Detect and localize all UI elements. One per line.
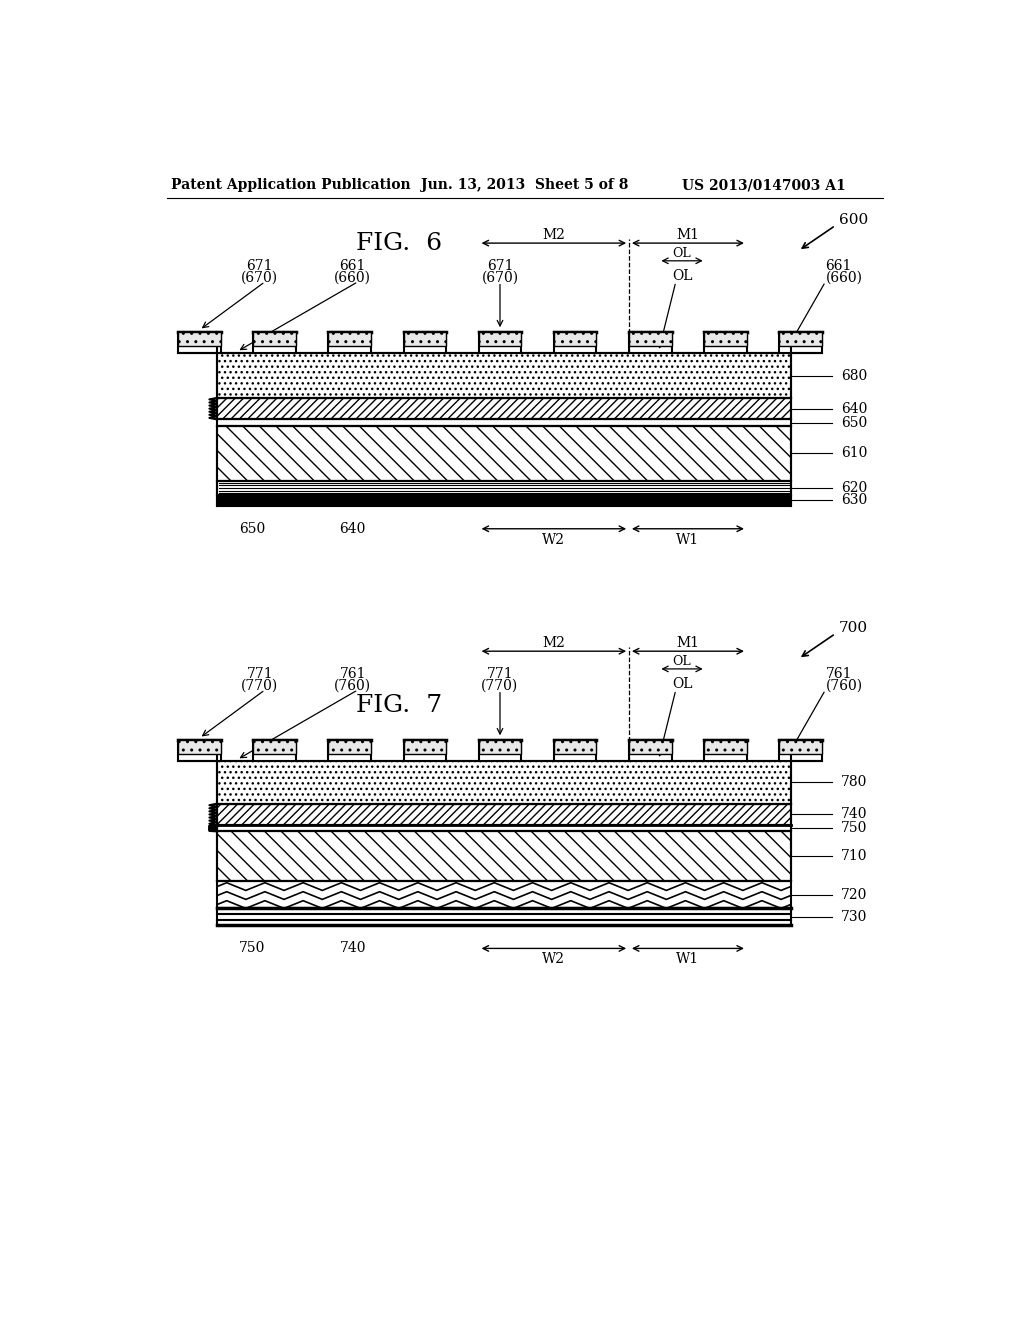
Text: 740: 740 [841,808,867,821]
Bar [329,331,371,346]
Bar [178,739,220,762]
Bar [217,425,791,480]
Bar [554,739,597,754]
Text: W1: W1 [677,532,699,546]
Bar [217,397,791,420]
Bar [178,331,220,346]
Text: 650: 650 [841,416,867,429]
Bar [403,739,446,762]
Text: OL: OL [673,247,691,260]
Text: OL: OL [672,677,692,692]
Text: 750: 750 [841,821,867,836]
Bar [329,331,371,354]
Text: 610: 610 [841,446,867,461]
Bar [217,832,791,882]
Bar [329,739,371,762]
Text: 720: 720 [841,888,867,902]
Bar [705,331,746,346]
Bar [478,331,521,354]
Bar [629,331,672,354]
Text: OL: OL [673,655,691,668]
Text: Jun. 13, 2013  Sheet 5 of 8: Jun. 13, 2013 Sheet 5 of 8 [421,178,629,193]
Text: 761: 761 [340,668,366,681]
Bar [629,331,672,346]
Bar [705,739,746,754]
Bar [478,739,521,762]
Text: Patent Application Publication: Patent Application Publication [171,178,411,193]
Bar [253,331,296,354]
Text: 700: 700 [839,622,867,635]
Text: M2: M2 [543,636,565,649]
Text: 671: 671 [486,259,513,273]
Bar [217,762,791,804]
Bar [178,739,220,754]
Text: 771: 771 [486,668,513,681]
Text: 771: 771 [247,668,273,681]
Text: (760): (760) [334,678,372,693]
Bar [779,739,822,762]
Text: 640: 640 [841,401,867,416]
Text: W2: W2 [543,532,565,546]
Bar [629,739,672,762]
Text: 710: 710 [841,849,867,863]
Bar [403,331,446,346]
Bar [554,331,597,354]
Text: (660): (660) [825,271,862,285]
Text: FIG.  7: FIG. 7 [356,693,442,717]
Bar [705,331,746,354]
Bar [779,331,822,346]
Text: (760): (760) [825,678,862,693]
Bar [253,331,296,346]
Text: 680: 680 [841,368,867,383]
Text: 740: 740 [340,941,366,956]
Text: W2: W2 [543,952,565,966]
Text: 661: 661 [340,259,366,273]
Text: W1: W1 [677,952,699,966]
Text: 620: 620 [841,480,867,495]
Bar [329,739,371,754]
Text: (670): (670) [481,271,518,285]
Text: M1: M1 [677,636,699,649]
Bar [217,495,791,506]
Bar [217,480,791,495]
Bar [554,739,597,762]
Bar [554,331,597,346]
Text: 640: 640 [340,521,366,536]
Text: M1: M1 [677,227,699,242]
Bar [478,331,521,346]
Bar [478,739,521,754]
Text: 671: 671 [247,259,273,273]
Text: US 2013/0147003 A1: US 2013/0147003 A1 [682,178,846,193]
Bar [705,739,746,762]
Bar [217,804,791,825]
Text: M2: M2 [543,227,565,242]
Text: (670): (670) [242,271,279,285]
Text: (770): (770) [241,678,279,693]
Bar [779,739,822,754]
Text: FIG.  6: FIG. 6 [356,231,442,255]
Text: 780: 780 [841,775,867,789]
Bar [629,739,672,754]
Text: 630: 630 [841,494,867,507]
Text: 730: 730 [841,909,867,924]
Bar [253,739,296,754]
Bar [403,331,446,354]
Text: OL: OL [672,269,692,284]
Bar [779,331,822,354]
Text: 750: 750 [239,941,265,956]
Text: 761: 761 [825,668,852,681]
Bar [178,331,220,354]
Text: 600: 600 [839,213,868,227]
Text: 661: 661 [825,259,852,273]
Text: 650: 650 [239,521,265,536]
Bar [217,354,791,397]
Bar [253,739,296,762]
Text: (770): (770) [481,678,518,693]
Text: (660): (660) [334,271,372,285]
Bar [403,739,446,754]
